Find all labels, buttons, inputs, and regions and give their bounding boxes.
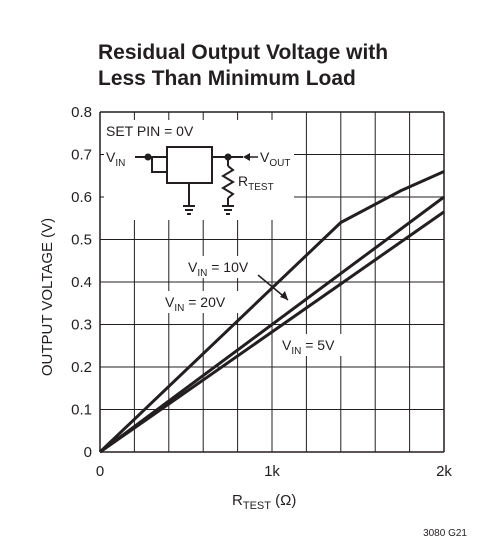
rtest-resistor [221,165,235,199]
figure-code: 3080 G21 [423,528,467,539]
y-tick-label: 0.7 [71,147,92,164]
y-tick-label: 0.6 [71,189,92,206]
set-pin-label: SET PIN = 0V [106,123,194,139]
inset-circuit-diagram: SET PIN = 0V VIN VOUT RTEST [104,120,294,220]
x-axis-label: RTEST (Ω) [232,492,296,512]
series-labels: VIN = 10V VIN = 20V VIN = 5V [163,256,352,357]
vout-label: VOUT [260,149,290,169]
y-tick-label: 0.1 [71,402,92,419]
series-line-2 [99,210,445,454]
series-label-20v: VIN = 20V [165,294,226,314]
series-line-1 [99,195,445,454]
y-tick-label: 0.5 [71,232,92,249]
tick-labels: 0 0.1 0.2 0.3 0.4 0.5 0.6 0.7 0.8 0 1k 2k [71,104,452,480]
set-pin-wire [151,157,167,173]
series-label-10v: VIN = 10V [188,259,249,279]
x-tick-label: 1k [264,463,280,480]
rtest-label: RTEST [238,173,274,193]
y-tick-label: 0.4 [71,274,92,291]
vin-label: VIN [106,149,125,169]
x-tick-label: 2k [436,463,452,480]
chart-title-line1: Residual Output Voltage with [98,41,388,64]
regulator-block [166,146,213,184]
series-label-5v: VIN = 5V [282,337,335,357]
x-tick-label: 0 [96,463,104,480]
y-tick-label: 0.8 [71,104,92,121]
series-lines [98,170,445,454]
chart-title-line2: Less Than Minimum Load [98,67,356,90]
y-axis-label: OUTPUT VOLTAGE (V) [39,218,56,376]
vout-arrow [243,153,250,161]
y-tick-label: 0.2 [71,359,92,376]
vin-node [144,153,152,161]
y-tick-label: 0 [84,444,92,461]
y-tick-label: 0.3 [71,317,92,334]
series-line-0 [98,170,445,454]
